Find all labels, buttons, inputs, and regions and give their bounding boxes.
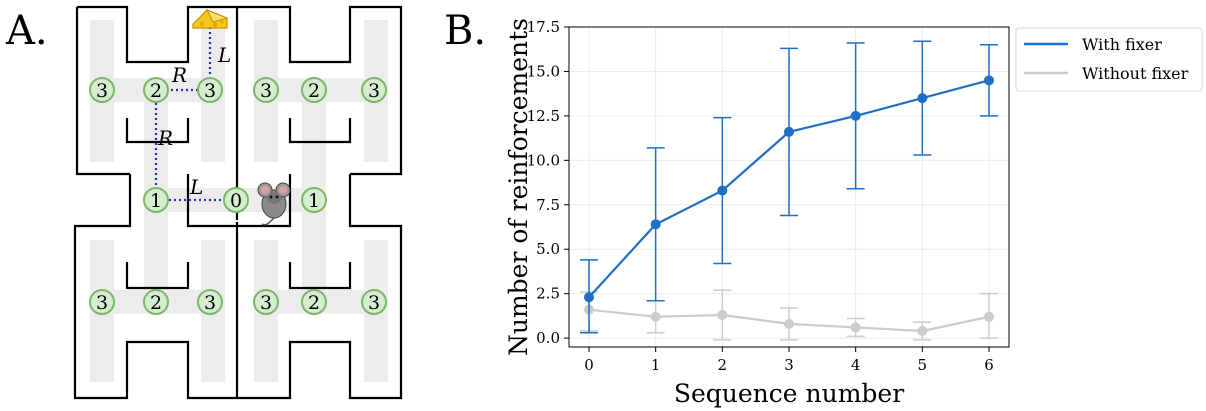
legend: With fixer Without fixer [1015,27,1203,92]
x-tick-label: 2 [718,356,728,374]
maze-node-label: 3 [368,80,380,102]
maze-node: 3 [197,77,223,103]
maze-node-label: 2 [150,80,162,102]
x-tick-label: 3 [784,356,794,374]
maze-diagram: R L R L 3 2 3 3 2 3 1 0 1 3 2 3 3 2 3 [73,5,403,400]
data-point [784,318,794,329]
maze-node-label: 1 [308,190,320,212]
maze-node: 3 [361,77,387,103]
data-point [984,311,994,322]
data-point [650,311,661,322]
y-tick-label: 10.0 [527,151,560,169]
panel-b-label: B. [444,8,486,54]
maze-node-label: 3 [96,80,108,102]
legend-label-without-fixer: Without fixer [1082,64,1189,83]
path-label-top-r: R [171,63,187,87]
y-tick-label: 2.5 [536,285,560,303]
maze-node-label: 3 [260,80,272,102]
data-point [650,219,661,230]
y-tick-label: 5.0 [536,240,560,258]
data-point [917,93,928,104]
series-with-fixer [580,40,998,334]
maze-node: 1 [301,187,327,213]
maze-node: 3 [253,289,279,315]
y-tick-label: 12.5 [527,107,560,125]
maze-node: 2 [301,289,327,315]
maze-node-label: 0 [230,190,242,212]
x-tick-label: 5 [918,356,928,374]
maze-node: 2 [143,77,169,103]
maze-node-label: 3 [260,292,272,314]
maze-node-label: 2 [150,292,162,314]
maze-node: 3 [253,77,279,103]
x-tick-label: 6 [984,356,994,374]
path-label-top-l: L [217,43,231,67]
maze-nodes: 3 2 3 3 2 3 1 0 1 3 2 3 3 2 3 [89,77,387,315]
maze-node: 1 [143,187,169,213]
legend-label-with-fixer: With fixer [1082,35,1162,54]
maze-node-label: 3 [368,292,380,314]
series-without-fixer [580,289,998,341]
data-point [784,126,794,137]
maze-walls [73,5,403,400]
maze-node-label: 2 [308,292,320,314]
y-tick-label: 7.5 [536,196,560,214]
panel-a-label: A. [5,8,48,54]
data-point [850,322,861,333]
maze-node: 2 [143,289,169,315]
data-point [584,292,594,303]
series-layer [580,40,998,341]
x-tick-label: 4 [851,356,861,374]
maze-node-label: 2 [308,80,320,102]
y-axis: 0.0 2.5 5.0 7.5 10.0 12.5 15.0 17.5 [527,18,569,347]
maze-node: 3 [89,77,115,103]
path-label-mid-l: L [189,175,203,199]
x-tick-label: 0 [584,356,594,374]
y-tick-label: 15.0 [527,62,560,80]
maze-node: 2 [301,77,327,103]
x-axis: 0 1 2 3 4 5 6 [584,347,994,374]
x-axis-label: Sequence number [674,379,904,408]
data-point [917,326,928,336]
maze-node: 0 [223,187,249,213]
maze-node-label: 3 [96,292,108,314]
maze-node-label: 1 [150,190,162,212]
maze-node: 3 [361,289,387,315]
data-point [717,310,728,320]
mouse-icon [257,182,291,226]
y-axis-label: Number of reinforcements [504,18,533,356]
data-point [717,185,728,196]
y-tick-label: 17.5 [527,18,560,36]
path-label-mid-r: R [157,126,173,150]
maze-node: 3 [197,289,223,315]
maze-node-label: 3 [204,292,216,314]
cheese-icon [192,9,229,29]
data-point [850,110,861,121]
x-tick-label: 1 [651,356,661,374]
chart: 0.0 2.5 5.0 7.5 10.0 12.5 15.0 17.5 0 1 2 3 4 5 6 Seq… [504,18,1203,408]
maze-node: 3 [89,289,115,315]
data-point [984,75,994,86]
y-tick-label: 0.0 [536,329,560,347]
maze-node-label: 3 [204,80,216,102]
